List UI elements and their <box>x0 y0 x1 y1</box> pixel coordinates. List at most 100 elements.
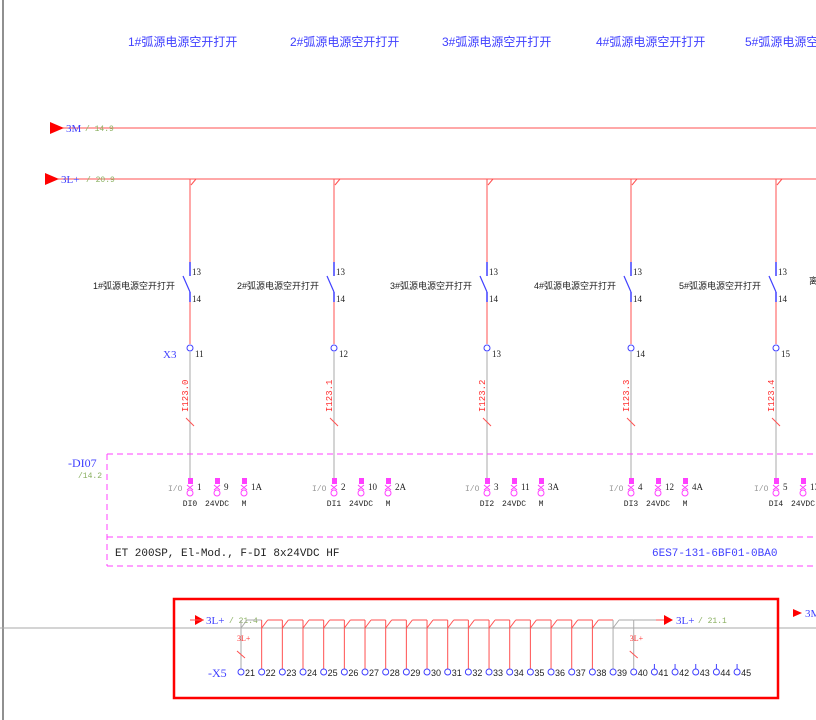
pin-cross-icon <box>357 484 365 491</box>
pin-socket-icon <box>799 489 807 497</box>
terminal-icon <box>444 668 452 676</box>
cut-label: 离 <box>809 275 816 286</box>
pin-socket-icon <box>213 489 221 497</box>
terminal-number: 26 <box>348 668 358 678</box>
strip-bus-out-label: 3L+ <box>676 615 694 627</box>
bus-junction <box>591 619 599 629</box>
pin-cross-icon <box>384 484 392 491</box>
bus-arrow-icon <box>45 173 59 185</box>
wire-mark <box>236 650 246 659</box>
terminal-icon <box>547 668 555 676</box>
pin-cross-icon <box>772 484 780 491</box>
pin-name: DI0 <box>183 500 198 509</box>
potential-label: 3L+ <box>630 634 644 643</box>
pin-connector-icon <box>512 478 517 484</box>
terminal-number: 39 <box>617 668 627 678</box>
pin-name: DI2 <box>480 500 495 509</box>
terminal-icon <box>361 668 369 676</box>
potential-label: 3L+ <box>237 634 251 643</box>
pin-cross-icon <box>330 484 338 491</box>
terminal-number: 42 <box>679 668 689 678</box>
pin-name: M <box>386 500 391 509</box>
bus-3m-cut-label: 3M <box>805 608 816 620</box>
terminal-number: 30 <box>431 668 441 678</box>
bus-junction <box>323 619 331 629</box>
terminal-icon <box>526 668 534 676</box>
pin-name: DI1 <box>327 500 342 509</box>
terminal-number: 38 <box>596 668 606 678</box>
switch-label: 1#弧源电源空开打开 <box>93 280 175 291</box>
bus-junction <box>550 619 558 629</box>
bus-junction <box>447 619 455 629</box>
terminal-icon <box>733 668 741 676</box>
pin-cross-icon <box>483 484 491 491</box>
terminal-icon <box>712 668 720 676</box>
terminal-icon <box>483 344 491 352</box>
bus-arrow-icon <box>50 122 64 134</box>
terminal-icon <box>382 668 390 676</box>
bus-junction <box>612 619 620 629</box>
strip-bus-in-ref: / 21.4 <box>229 617 258 626</box>
bus-junction <box>488 619 496 629</box>
bus-junction <box>776 178 783 186</box>
switch-label: 3#弧源电源空开打开 <box>390 280 472 291</box>
wire-mark <box>771 417 781 427</box>
top-signal-label: 3#弧源电源空开打开 <box>442 35 551 49</box>
pin-connector-icon <box>188 478 193 484</box>
pin-cross-icon <box>510 484 518 491</box>
pin-cross-icon <box>681 484 689 491</box>
contact-number-top: 13 <box>192 267 202 277</box>
contact-number-top: 13 <box>489 267 499 277</box>
pin-socket-icon <box>384 489 392 497</box>
module-ref: /14.2 <box>78 472 102 481</box>
bus-junction <box>343 619 351 629</box>
bus-junction <box>364 619 372 629</box>
pin-number: 1 <box>197 482 202 492</box>
address-label: I123.0 <box>181 380 191 412</box>
pin-cross-icon <box>799 484 807 491</box>
contact-number-bottom: 14 <box>336 294 346 304</box>
pin-number: 3 <box>494 482 499 492</box>
bus-junction <box>190 178 197 186</box>
terminal-number: 22 <box>266 668 276 678</box>
bus-3lplus-label: 3L+ <box>61 174 79 186</box>
terminal-icon <box>402 668 410 676</box>
pin-connector-icon <box>332 478 337 484</box>
terminal-block-x3-label: X3 <box>163 349 177 361</box>
terminal-number: 11 <box>195 349 204 359</box>
switch-label: 5#弧源电源空开打开 <box>679 280 761 291</box>
pin-cross-icon <box>654 484 662 491</box>
contact-number-bottom: 14 <box>489 294 499 304</box>
pin-number: 1A <box>251 482 263 492</box>
pin-name: M <box>242 500 247 509</box>
module-part-number: 6ES7-131-6BF01-0BA0 <box>652 548 777 560</box>
terminal-icon <box>692 668 700 676</box>
module-tag: -DI07 <box>68 456 97 470</box>
terminal-number: 35 <box>534 668 544 678</box>
terminal-number: 34 <box>514 668 524 678</box>
terminal-number: 40 <box>638 668 648 678</box>
terminal-icon <box>627 344 635 352</box>
bus-3lplus-ref: / 20.9 <box>86 176 115 185</box>
top-signal-label: 4#弧源电源空开打开 <box>596 35 705 49</box>
bus-3m-ref: / 14.9 <box>85 125 114 134</box>
terminal-number: 13 <box>492 349 502 359</box>
pin-cross-icon <box>537 484 545 491</box>
terminal-icon <box>299 668 307 676</box>
bus-junction <box>509 619 517 629</box>
terminal-number: 37 <box>576 668 586 678</box>
address-label: I123.4 <box>767 380 777 412</box>
pin-socket-icon <box>483 489 491 497</box>
terminal-number: 33 <box>493 668 503 678</box>
terminal-number: 14 <box>636 349 646 359</box>
bus-junction <box>571 619 579 629</box>
terminal-number: 32 <box>472 668 482 678</box>
pin-socket-icon <box>537 489 545 497</box>
terminal-icon <box>671 668 679 676</box>
terminal-icon <box>423 668 431 676</box>
wire-mark <box>482 417 492 427</box>
terminal-icon <box>186 344 194 352</box>
pin-connector-icon <box>485 478 490 484</box>
pin-connector-icon <box>656 478 661 484</box>
pin-name: DI3 <box>624 500 639 509</box>
